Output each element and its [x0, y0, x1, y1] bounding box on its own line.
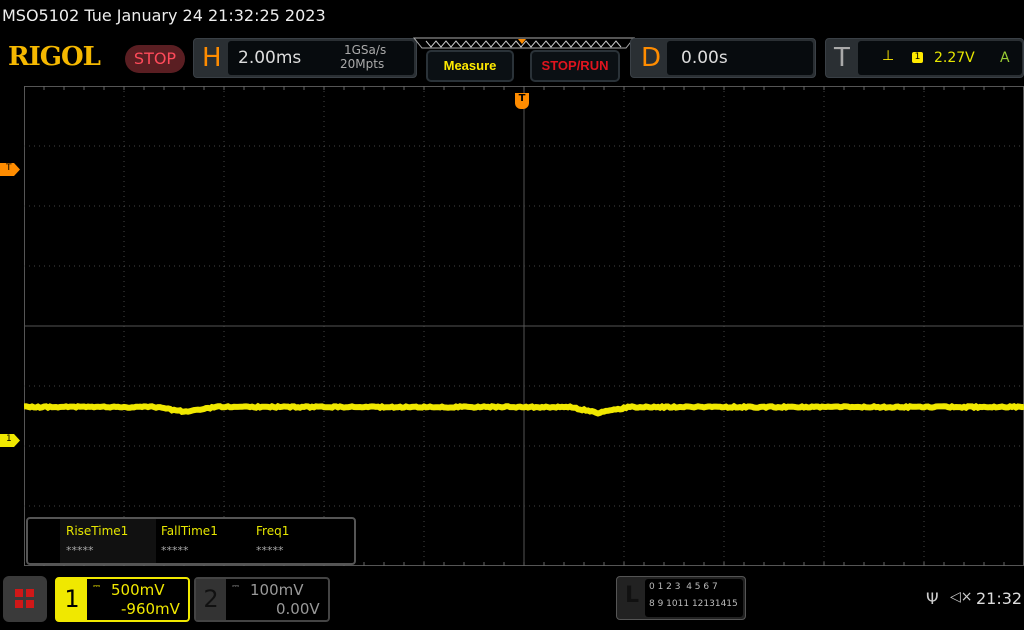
delay-panel[interactable]: D 0.00s — [630, 38, 816, 78]
ch1-number: 1 — [57, 579, 87, 620]
ch2-offset: 0.00V — [276, 600, 320, 618]
run-state-badge[interactable]: STOP — [125, 45, 185, 73]
usb-icon: Ψ — [926, 589, 939, 608]
ch1-offset-marker[interactable]: 1 — [0, 434, 20, 447]
logic-channels-row2: 8 9 1011 12131415 — [649, 599, 738, 609]
main-menu-button[interactable] — [3, 576, 47, 622]
clock: 21:32 — [976, 589, 1022, 608]
d-label: D — [641, 43, 661, 73]
trigger-position-marker — [518, 39, 526, 44]
sample-rate: 1GSa/s — [344, 43, 386, 57]
trigger-panel[interactable]: T ⊥ 1 2.27V A — [825, 38, 1024, 78]
waveform-overview[interactable] — [412, 36, 636, 50]
horizontal-panel[interactable]: H 2.00ms 1GSa/s 20Mpts — [193, 38, 417, 78]
ch2-scale: 100mV — [250, 581, 304, 599]
trigger-position-flag[interactable]: T — [515, 93, 529, 109]
speaker-muted-icon[interactable]: ◁× — [950, 589, 973, 605]
t-label: T — [834, 43, 850, 73]
stop-run-button[interactable]: STOP/RUN — [530, 50, 620, 82]
measure-button[interactable]: Measure — [426, 50, 514, 82]
menu-grid-icon — [15, 589, 23, 597]
timebase: 2.00ms — [238, 48, 301, 68]
trigger-source: 1 — [912, 52, 923, 63]
dc-coupling-icon: ⎓ — [93, 582, 100, 592]
h-label: H — [202, 43, 222, 73]
ch1-offset: -960mV — [121, 600, 180, 618]
trigger-mode: A — [1000, 50, 1010, 66]
dc-coupling-icon: ⎓ — [232, 582, 239, 592]
rising-edge-icon: ⊥ — [882, 48, 894, 64]
memory-depth: 20Mpts — [340, 57, 384, 71]
ch1-panel[interactable]: 1 ⎓ 500mV -960mV — [55, 577, 190, 622]
logic-panel[interactable]: L 0 1 2 3 4 5 6 7 8 9 1011 12131415 — [616, 576, 746, 620]
ch1-scale: 500mV — [111, 581, 165, 599]
trigger-level-marker[interactable]: T — [0, 163, 20, 176]
l-label: L — [625, 583, 639, 608]
window-title: MSO5102 Tue January 24 21:32:25 2023 — [2, 6, 326, 25]
rigol-logo: RIGOL — [8, 42, 100, 72]
delay-value: 0.00s — [681, 48, 728, 68]
measurement-bar: RiseTime1 ***** FallTime1 ***** Freq1 **… — [26, 517, 356, 565]
trigger-level: 2.27V — [934, 50, 975, 66]
ch2-panel[interactable]: 2 ⎓ 100mV 0.00V — [194, 577, 330, 622]
ch2-number: 2 — [196, 579, 226, 620]
logic-channels-row1: 0 1 2 3 4 5 6 7 — [649, 582, 718, 592]
waveform-grid[interactable] — [24, 86, 1024, 566]
